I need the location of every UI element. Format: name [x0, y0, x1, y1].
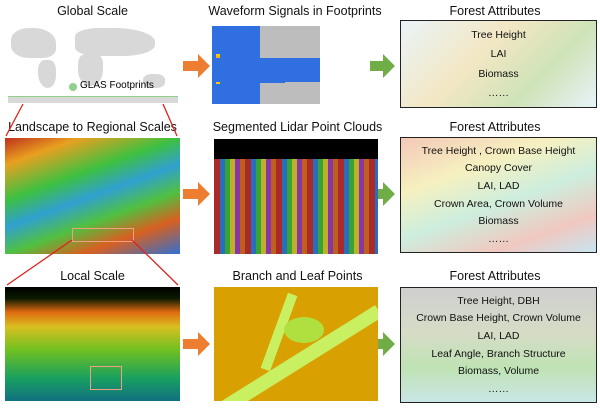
attributes-box-regional: Tree Height , Crown Base Height Canopy C… [400, 137, 597, 253]
green-arrow-row2 [378, 182, 395, 206]
zoom-region-box [72, 228, 134, 242]
attribute: Biomass, Volume [457, 365, 540, 378]
title-global-scale: Global Scale [57, 4, 128, 18]
attribute: LAI [490, 48, 507, 61]
attributes-box-global: Tree Height LAI Biomass …… [400, 20, 597, 108]
attribute: Tree Height [471, 28, 526, 41]
attribute: Crown Base Height, Crown Volume [416, 312, 581, 325]
zoom-region-box [90, 366, 122, 390]
zoom-arrow [5, 103, 24, 137]
attribute: Leaf Angle, Branch Structure [431, 347, 566, 360]
zoom-arrow [162, 103, 178, 137]
orange-arrow-row3 [183, 332, 210, 356]
title-branch-leaf: Branch and Leaf Points [232, 269, 363, 283]
attribute: Biomass [478, 67, 519, 80]
attribute: …… [488, 383, 509, 396]
green-arrow-row1 [370, 54, 395, 78]
zoom-arrow [6, 239, 73, 286]
attribute: LAI, LAD [477, 330, 520, 343]
orange-arrow-row1 [183, 54, 210, 78]
attribute: Tree Height, DBH [457, 294, 540, 307]
zoom-arrow [131, 239, 179, 286]
title-forest-attributes-3: Forest Attributes [449, 269, 541, 283]
title-forest-attributes-2: Forest Attributes [449, 120, 541, 134]
local-tls-point-cloud [5, 287, 180, 401]
title-forest-attributes-1: Forest Attributes [449, 4, 541, 18]
attribute: …… [488, 233, 509, 246]
attribute: Crown Area, Crown Volume [434, 197, 563, 210]
attributes-box-local: Tree Height, DBH Crown Base Height, Crow… [400, 287, 597, 403]
segmented-point-cloud [214, 139, 378, 254]
orange-arrow-row2 [183, 182, 210, 206]
world-map-glas: GLAS Footprints [3, 24, 181, 104]
branch-leaf-points [214, 287, 378, 401]
title-segmented: Segmented Lidar Point Clouds [212, 120, 383, 134]
green-arrow-row3 [378, 332, 395, 356]
title-local-scale: Local Scale [60, 269, 125, 283]
attribute: Canopy Cover [464, 162, 533, 175]
legend-glas-footprints: GLAS Footprints [80, 80, 154, 91]
attribute: LAI, LAD [477, 180, 520, 193]
title-landscape: Landscape to Regional Scales [8, 120, 177, 134]
attribute: …… [488, 87, 509, 100]
regional-height-map [5, 138, 180, 254]
attribute: Biomass [478, 215, 519, 228]
title-waveform: Waveform Signals in Footprints [208, 4, 382, 18]
footprint-legend-dot [69, 83, 77, 91]
attribute: Tree Height , Crown Base Height [421, 144, 576, 157]
